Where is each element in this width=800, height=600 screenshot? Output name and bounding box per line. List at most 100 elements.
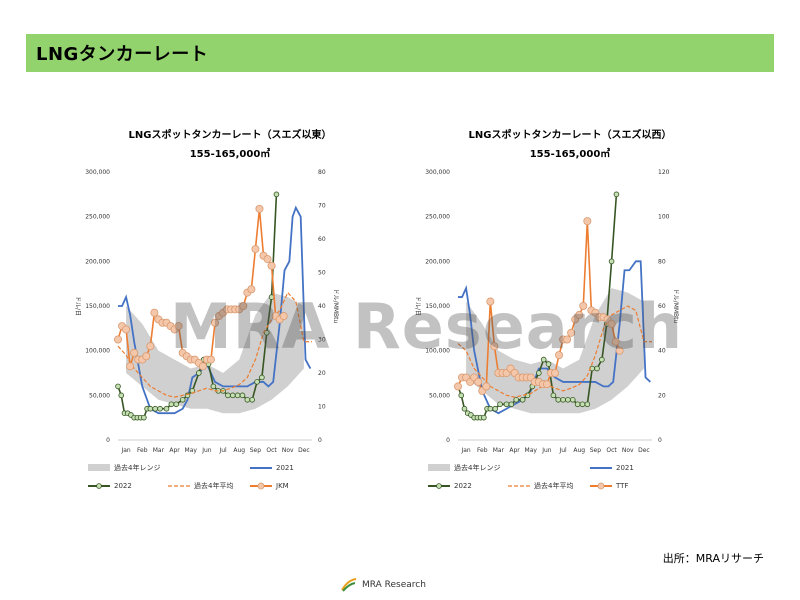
data-point <box>267 261 276 270</box>
data-point <box>173 401 179 408</box>
x-tick-label: Dec <box>298 447 310 454</box>
chart-subtitle: 155-165,000㎥ <box>189 149 271 160</box>
y2-tick-label: 40 <box>318 303 326 310</box>
x-tick-label: Jun <box>201 447 212 454</box>
legend-label: 過去4年レンジ <box>114 463 160 472</box>
data-point <box>492 405 498 412</box>
mra-logo-icon <box>341 578 357 592</box>
x-tick-label: Jan <box>120 447 130 454</box>
data-point <box>142 352 151 361</box>
y-tick-label: 200,000 <box>425 258 450 265</box>
data-point <box>263 255 272 264</box>
data-point <box>594 365 600 372</box>
legend-marker-price <box>597 482 605 490</box>
x-tick-label: Feb <box>137 447 148 454</box>
data-point <box>163 405 170 412</box>
data-point <box>454 382 463 391</box>
y-tick-label: 50,000 <box>89 392 110 399</box>
data-point <box>579 401 586 408</box>
data-point <box>579 301 588 310</box>
y2-tick-label: 30 <box>318 337 326 344</box>
data-point <box>126 362 135 371</box>
data-point <box>179 396 186 403</box>
data-point <box>150 308 159 317</box>
legend-label: JKM <box>275 482 289 490</box>
y-tick-label: 50,000 <box>429 392 450 399</box>
data-point <box>146 342 155 351</box>
data-point <box>487 405 494 412</box>
data-point <box>503 401 510 408</box>
legend-label: TTF <box>615 482 628 490</box>
y-tick-label: 150,000 <box>425 303 450 310</box>
data-point <box>234 392 241 399</box>
data-point <box>490 342 499 351</box>
y2-tick-label: 20 <box>658 392 666 399</box>
legend-label: 過去4年平均 <box>534 481 573 490</box>
data-point <box>550 368 559 377</box>
data-point <box>279 312 288 321</box>
legend-label: 2021 <box>616 464 634 472</box>
y-tick-label: 100,000 <box>425 348 450 355</box>
y-tick-label: 300,000 <box>85 169 110 176</box>
x-tick-label: Apr <box>509 447 520 454</box>
chart-left-svg: 0 50,000 100,000 150,000 200,000 250,000 300,0… <box>74 169 339 490</box>
data-point <box>114 335 123 344</box>
y2-tick-label: 0 <box>658 437 662 444</box>
data-point <box>461 405 468 412</box>
legend-label: 過去4年レンジ <box>454 463 500 472</box>
data-point <box>247 285 256 294</box>
data-point <box>168 401 175 408</box>
y2-tick-label: 60 <box>318 236 326 243</box>
y2-tick-label: 0 <box>318 437 322 444</box>
y2-tick-label: 40 <box>658 348 666 355</box>
data-point <box>229 392 236 399</box>
data-point <box>255 204 264 213</box>
data-point <box>555 351 564 360</box>
y2-axis-title: ドル/MMBtu <box>672 289 679 324</box>
y-axis-title: ドル/日 <box>74 296 81 316</box>
data-point <box>497 401 503 408</box>
chart-left: LNGスポットタンカーレート（スエズ以東） 155-165,000㎥ 0 50,0… <box>60 126 400 496</box>
data-point <box>540 356 547 363</box>
data-point <box>239 301 248 310</box>
chart-right-svg: 0 50,000 100,000 150,000 200,000 250,000 300,0… <box>414 169 679 490</box>
data-point <box>263 330 270 336</box>
data-point <box>536 370 542 376</box>
data-point <box>273 191 280 198</box>
data-point <box>611 337 620 346</box>
source-note: 出所：MRAリサーチ <box>662 552 764 565</box>
data-point <box>583 217 592 226</box>
x-tick-label: Nov <box>622 447 634 454</box>
data-point <box>542 380 551 389</box>
x-tick-label: Aug <box>233 447 245 454</box>
footer-brand: MRA Research <box>362 580 426 590</box>
data-point <box>608 258 615 265</box>
y-tick-label: 200,000 <box>85 258 110 265</box>
data-point <box>575 310 584 319</box>
legend-label: 2022 <box>114 482 132 490</box>
data-point <box>560 396 566 403</box>
legend-label: 過去4年平均 <box>194 481 233 490</box>
data-point <box>225 392 231 399</box>
y2-tick-label: 50 <box>318 270 326 277</box>
x-tick-label: Aug <box>573 447 585 454</box>
data-point <box>565 396 571 403</box>
data-point <box>574 401 581 408</box>
data-point <box>196 370 202 376</box>
data-point <box>239 392 246 399</box>
chart-title: LNGスポットタンカーレート（スエズ以西） <box>468 130 672 141</box>
data-point <box>545 361 552 367</box>
data-point <box>555 396 562 403</box>
x-tick-label: Oct <box>266 447 277 454</box>
chart-subtitle: 155-165,000㎥ <box>529 149 611 160</box>
y-tick-label: 150,000 <box>85 303 110 310</box>
legend-swatch-band <box>88 464 110 471</box>
x-tick-label: Sep <box>250 447 262 454</box>
x-tick-label: Dec <box>638 447 650 454</box>
chart-title: LNGスポットタンカーレート（スエズ以東） <box>128 130 332 141</box>
x-tick-label: Jul <box>218 447 227 454</box>
data-point <box>157 405 163 412</box>
page-title-bar: LNGタンカーレート <box>26 34 774 72</box>
data-point <box>210 383 217 390</box>
data-point <box>481 414 487 421</box>
